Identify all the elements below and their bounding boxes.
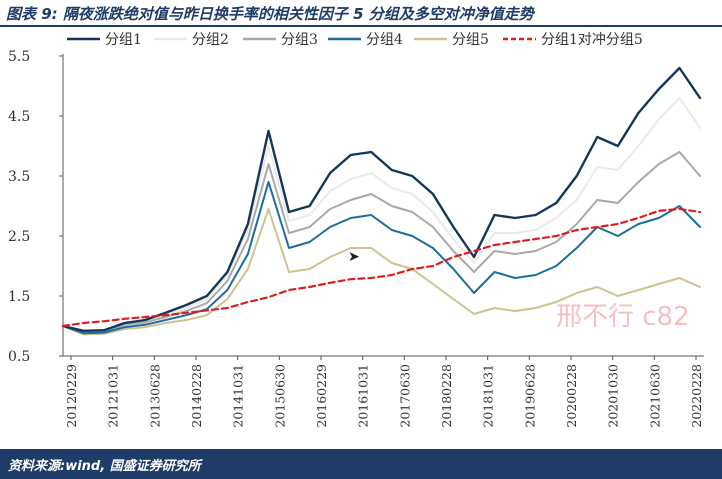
series-line-1 <box>61 66 702 332</box>
source-note: 资料来源:wind, 国盛证券研究所 <box>8 459 201 474</box>
series-line-6 <box>61 207 702 328</box>
y-tick-label: 3.5 <box>8 169 30 185</box>
x-tick-label: 20161031 <box>356 364 371 428</box>
x-tick-label: 20190628 <box>522 364 537 428</box>
x-tick-label: 20120229 <box>64 364 79 428</box>
title-bar: 图表 9: 隔夜涨跌绝对值与昨日换手率的相关性因子 5 分组及多空对冲净值走势 <box>0 0 722 27</box>
watermark-text: 邢不行 c82 <box>556 302 690 332</box>
legend-label: 分组4 <box>366 32 403 48</box>
y-tick-label: 5.5 <box>8 49 30 65</box>
series-lines <box>61 66 702 336</box>
line-chart: 分组1 分组2 分组3 分组4 分组5 分组1对冲分组5 20120229 20121031… <box>8 32 704 428</box>
x-tick-label: 20201030 <box>606 364 621 428</box>
x-tick-label: 20121031 <box>106 364 121 428</box>
y-tick-label: 2.5 <box>8 229 30 245</box>
x-tick-label: 20141031 <box>231 364 246 428</box>
source-footer: 资料来源:wind, 国盛证券研究所 <box>0 449 722 479</box>
legend-label: 分组3 <box>281 32 318 48</box>
axes <box>62 54 704 357</box>
x-tick-label: 20200228 <box>564 364 579 428</box>
legend-label: 分组5 <box>452 32 489 48</box>
x-tick-label: 20140228 <box>189 364 204 428</box>
y-tick-label: 0.5 <box>8 349 30 365</box>
x-tick-label: 20210630 <box>647 364 662 428</box>
legend: 分组1 分组2 分组3 分组4 分组5 分组1对冲分组5 <box>67 32 643 48</box>
legend-label: 分组2 <box>192 32 229 48</box>
series-line-4 <box>62 181 701 335</box>
x-tick-label: 20130628 <box>147 364 162 428</box>
y-tick-label: 4.5 <box>8 109 30 125</box>
chart-title: 图表 9: 隔夜涨跌绝对值与昨日换手率的相关性因子 5 分组及多空对冲净值走势 <box>6 5 534 23</box>
y-tick-labels: 0.5 1.5 2.5 3.5 4.5 5.5 <box>8 49 63 365</box>
series-line-5 <box>62 208 701 336</box>
x-tick-label: 20181031 <box>481 364 496 428</box>
x-tick-label: 20160229 <box>314 364 329 428</box>
series-line-3 <box>62 151 701 333</box>
series-line-2 <box>62 97 701 333</box>
x-tick-label: 20220228 <box>689 364 704 428</box>
y-tick-label: 1.5 <box>8 289 30 305</box>
mouse-cursor-icon: ➤ <box>348 249 360 265</box>
legend-label: 分组1对冲分组5 <box>541 32 643 48</box>
legend-label: 分组1 <box>105 32 142 48</box>
x-tick-label: 20150630 <box>272 364 287 428</box>
x-tick-label: 20170630 <box>397 364 412 428</box>
x-tick-labels: 20120229 20121031 20130628 20140228 20141031… <box>64 356 704 428</box>
x-tick-label: 20180228 <box>439 364 454 428</box>
